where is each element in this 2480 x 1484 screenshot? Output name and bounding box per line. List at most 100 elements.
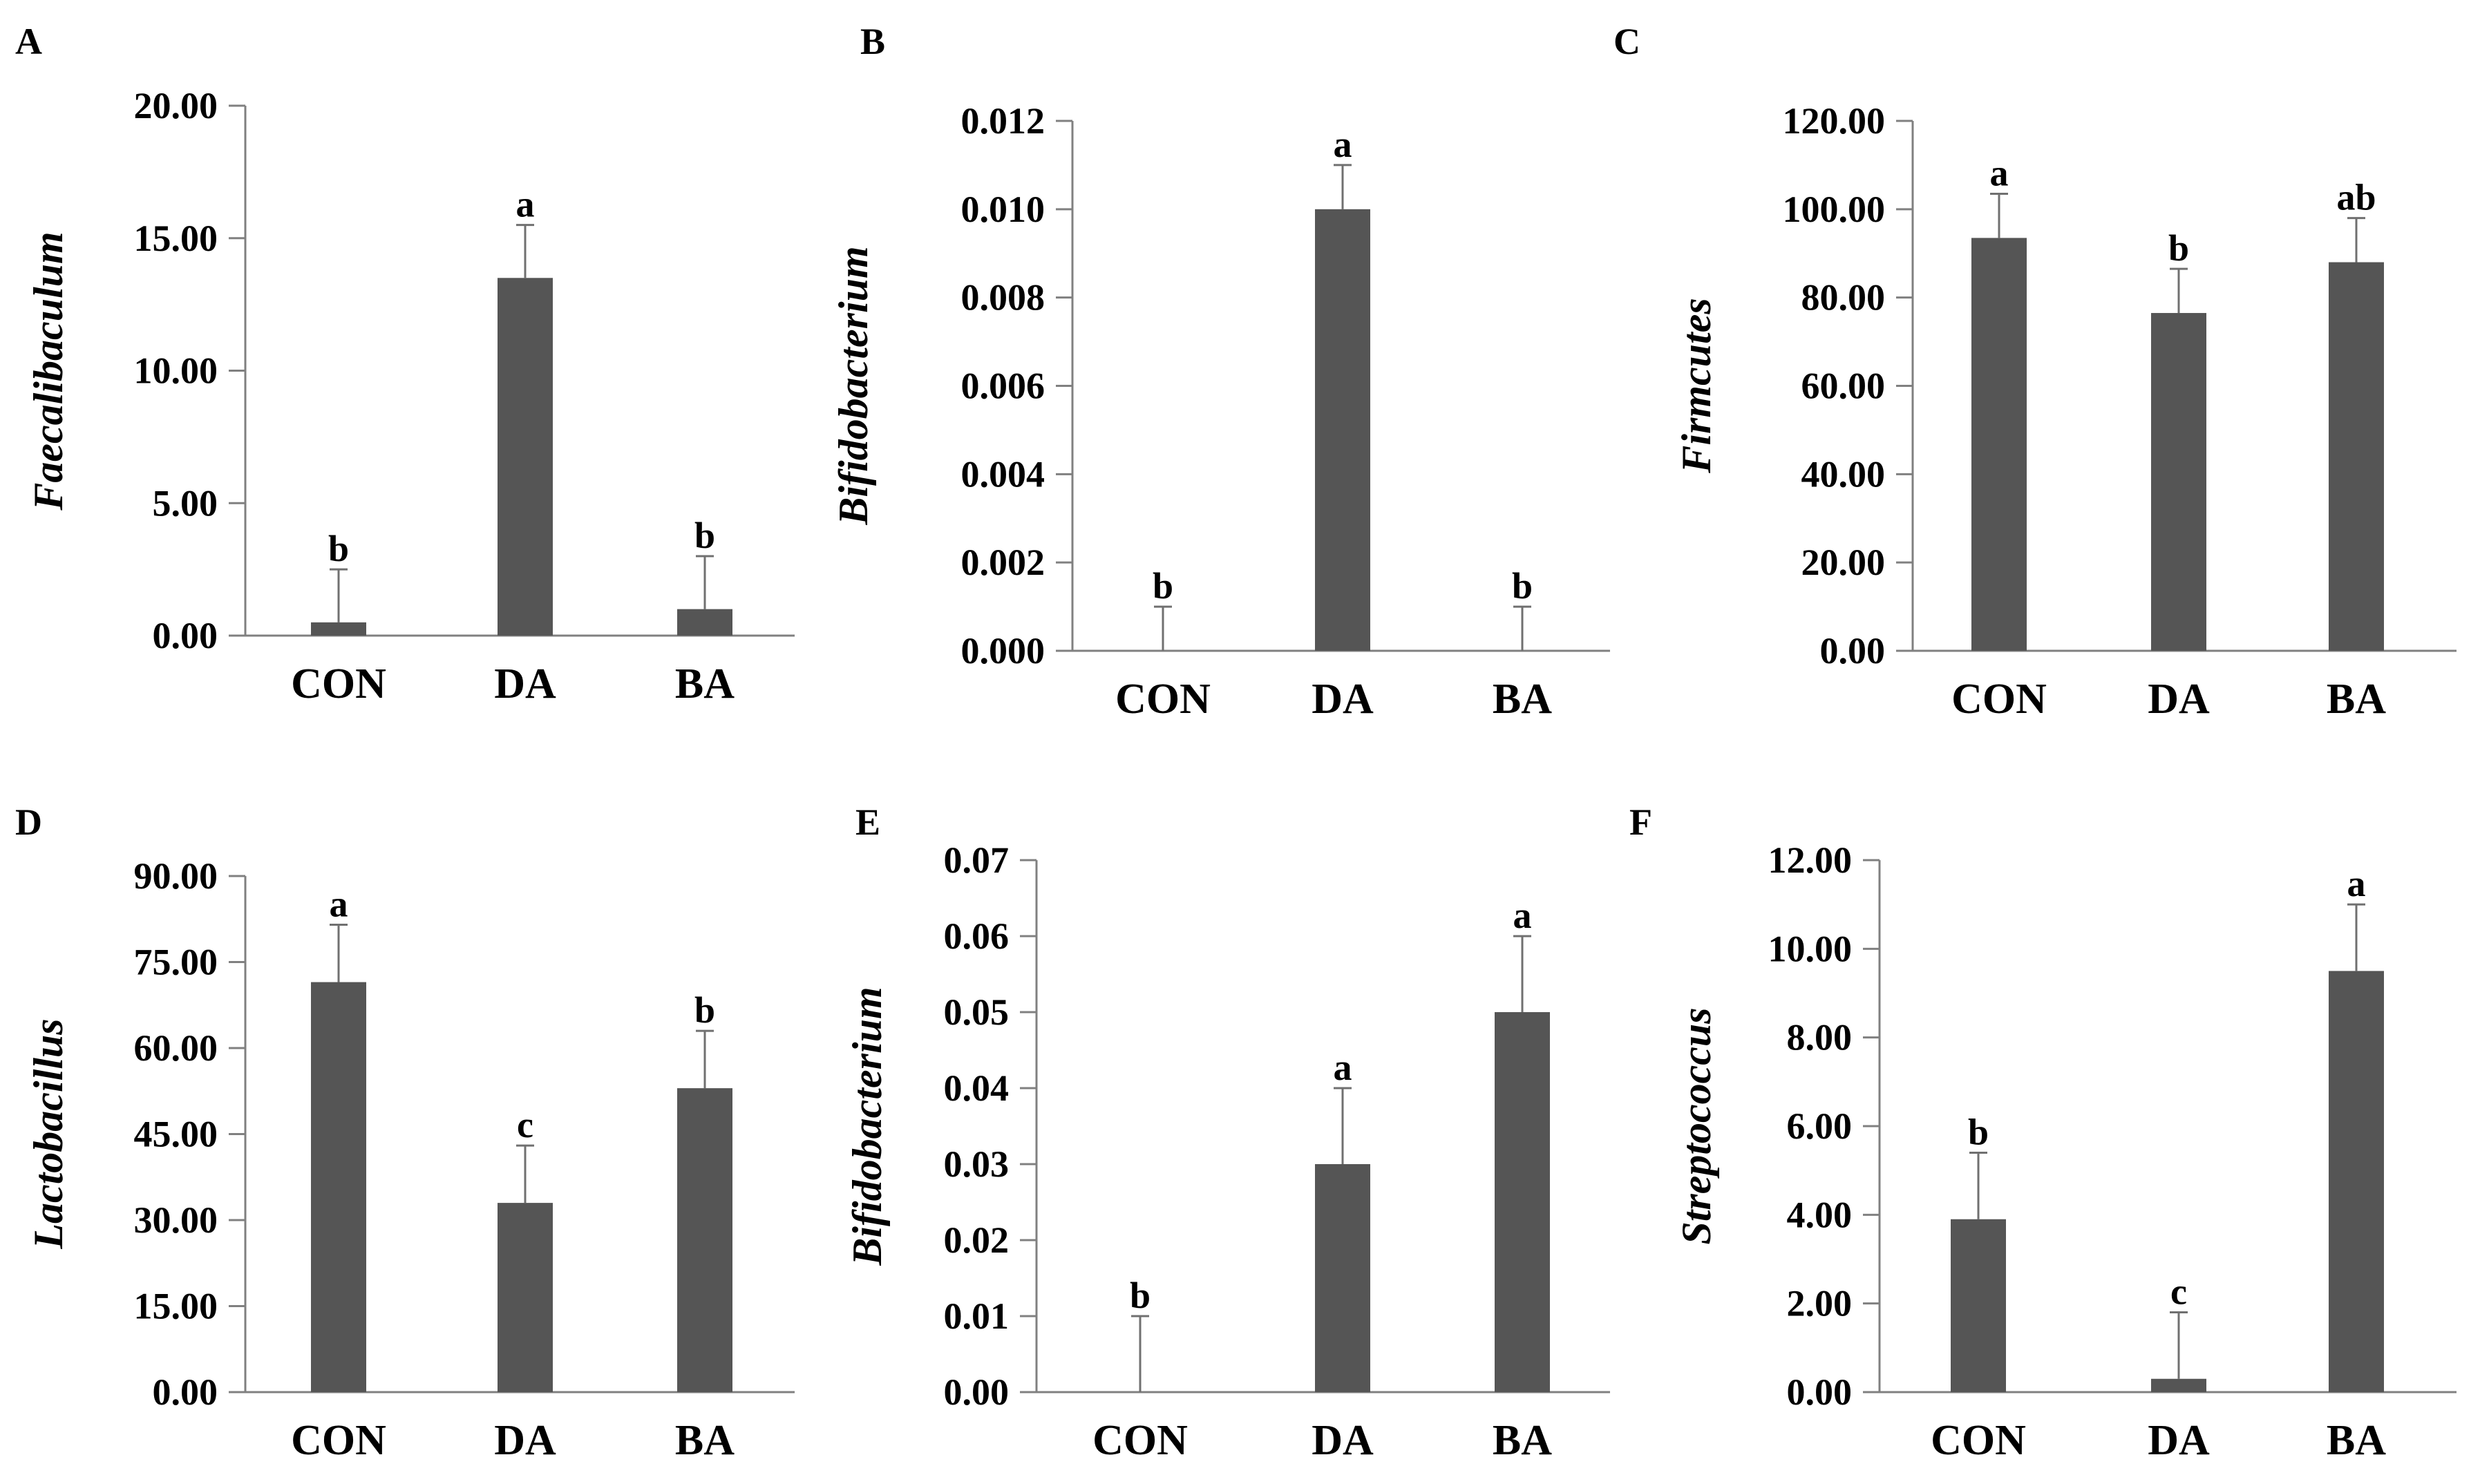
panel-a-ytick-label: 0.00: [153, 615, 218, 656]
panel-e-xtick-label: BA: [1493, 1417, 1552, 1464]
panel-d-bar-ba: [677, 1088, 732, 1392]
panel-a-bar-con: [311, 622, 366, 636]
panel-e-ytick-label: 0.04: [944, 1067, 1010, 1109]
panel-b-ytick-label: 0.004: [961, 453, 1045, 495]
panel-e-ytick-label: 0.02: [944, 1219, 1010, 1261]
panel-a: A Faecalibaculum 0.00 5.00 10.00 15.00 20.00 b C…: [15, 21, 795, 707]
panel-b: B Bifidobacterium 0.000 0.002 0.004 0.006 0.00…: [831, 21, 1610, 723]
panel-f-xtick-label: BA: [2327, 1417, 2386, 1464]
panel-d-sig-da: c: [517, 1104, 533, 1145]
panel-c-bar-con: [1971, 238, 2027, 651]
panel-c-ytick-label: 20.00: [1801, 542, 1886, 583]
panel-b-ytick-label: 0.006: [961, 365, 1045, 407]
panel-e-ytick-label: 0.00: [944, 1371, 1010, 1413]
panel-d-ytick-label: 15.00: [134, 1286, 218, 1327]
panel-b-xtick-label: CON: [1115, 676, 1211, 723]
panel-b-sig-ba: b: [1512, 565, 1533, 607]
panel-b-ytick-label: 0.010: [961, 189, 1045, 230]
panel-a-ytick-label: 10.00: [134, 350, 218, 392]
panel-e-ylabel: Bifidobacterium: [844, 987, 890, 1266]
panel-c-ytick-label: 120.00: [1783, 100, 1886, 142]
panel-f-ytick-label: 4.00: [1787, 1194, 1853, 1235]
panel-d-ytick-label: 45.00: [134, 1114, 218, 1155]
panel-d-xtick-label: CON: [291, 1417, 386, 1464]
panel-a-bar-ba: [677, 609, 732, 636]
panel-d-ytick-label: 60.00: [134, 1027, 218, 1069]
panel-a-xtick-label: CON: [291, 660, 386, 707]
panel-e-bar-ba: [1495, 1012, 1550, 1392]
panel-e-ytick-label: 0.06: [944, 915, 1010, 957]
panel-d-xtick-label: DA: [494, 1417, 556, 1464]
panel-a-sig-ba: b: [694, 515, 715, 556]
panel-e-ytick-label: 0.07: [944, 839, 1010, 881]
panel-f-ytick-label: 12.00: [1768, 839, 1853, 881]
panel-d-bar-con: [311, 982, 366, 1392]
panel-c-letter: C: [1613, 21, 1640, 62]
panel-f-ytick-label: 2.00: [1787, 1283, 1853, 1324]
panel-d-ylabel: Lactobacillus: [26, 1018, 71, 1249]
panel-f-ytick-label: 0.00: [1787, 1371, 1853, 1413]
panel-c-ytick-label: 0.00: [1820, 630, 1886, 672]
panel-b-xtick-label: BA: [1493, 676, 1552, 723]
panel-f-ytick-label: 10.00: [1768, 928, 1853, 969]
panel-b-ytick-label: 0.008: [961, 277, 1045, 318]
panel-e-ytick-label: 0.01: [944, 1295, 1010, 1337]
panel-d-ytick-label: 30.00: [134, 1199, 218, 1241]
panel-b-letter: B: [860, 21, 885, 62]
panel-a-sig-con: b: [328, 528, 349, 569]
panel-b-bar-da: [1315, 209, 1370, 651]
panel-c-sig-con: a: [1990, 152, 2009, 193]
panel-e-sig-ba: a: [1513, 895, 1532, 936]
panel-b-xtick-label: DA: [1312, 676, 1374, 723]
panel-a-ylabel: Faecalibaculum: [26, 231, 71, 511]
panel-f-letter: F: [1629, 801, 1652, 843]
panel-c-sig-ba: ab: [2336, 177, 2376, 218]
panel-c-ylabel: Firmcutes: [1674, 298, 1719, 473]
panel-e-sig-con: b: [1130, 1275, 1151, 1316]
panel-f-bar-da: [2151, 1378, 2206, 1392]
panel-d-sig-con: a: [330, 884, 348, 925]
panel-c-xtick-label: CON: [1951, 676, 2047, 723]
panel-d-ytick-label: 0.00: [153, 1371, 218, 1413]
panel-e-sig-da: a: [1334, 1047, 1352, 1088]
panel-c-xtick-label: BA: [2327, 676, 2386, 723]
panel-c-ytick-label: 80.00: [1801, 277, 1886, 318]
panel-a-ytick-label: 20.00: [134, 85, 218, 126]
panel-f-xtick-label: DA: [2148, 1417, 2210, 1464]
panel-e-xtick-label: CON: [1092, 1417, 1188, 1464]
panel-c-xtick-label: DA: [2148, 676, 2210, 723]
panel-f-ytick-label: 6.00: [1787, 1105, 1853, 1147]
panel-f-xtick-label: CON: [1931, 1417, 2026, 1464]
panel-f-sig-ba: a: [2347, 863, 2366, 904]
panel-b-ytick-label: 0.002: [961, 542, 1045, 583]
panel-f-sig-da: c: [2170, 1271, 2187, 1313]
panel-a-letter: A: [15, 21, 42, 62]
panel-c-ytick-label: 60.00: [1801, 365, 1886, 407]
panel-c-bar-ba: [2329, 262, 2384, 651]
panel-c-bar-da: [2151, 313, 2206, 651]
panel-e: E Bifidobacterium 0.00 0.01 0.02 0.03 0.04 0.05…: [844, 801, 1610, 1464]
panel-f-bar-ba: [2329, 971, 2384, 1392]
panel-e-letter: E: [855, 801, 880, 843]
panel-f-ytick-label: 8.00: [1787, 1017, 1853, 1058]
panel-a-xtick-label: BA: [675, 660, 735, 707]
panel-b-sig-da: a: [1334, 124, 1352, 165]
panel-e-ytick-label: 0.05: [944, 991, 1010, 1033]
panel-f-bar-con: [1951, 1219, 2006, 1392]
panel-a-xtick-label: DA: [494, 660, 556, 707]
panel-a-sig-da: a: [516, 184, 535, 225]
panel-b-ytick-label: 0.000: [961, 630, 1045, 672]
panel-d-sig-ba: b: [694, 989, 715, 1031]
panel-c: C Firmcutes 0.00 20.00 40.00 60.00 80.00 100.00…: [1613, 21, 2457, 723]
panel-d: D Lactobacillus 0.00 15.00 30.00 45.00 60.00 75…: [15, 801, 795, 1464]
panel-c-ytick-label: 40.00: [1801, 453, 1886, 495]
panel-e-xtick-label: DA: [1312, 1417, 1374, 1464]
panel-b-ylabel: Bifidobacterium: [831, 246, 876, 525]
panel-e-bar-da: [1315, 1164, 1370, 1392]
panel-f: F Streptococcus 0.00 2.00 4.00 6.00 8.00 10.00 1…: [1629, 801, 2457, 1464]
panel-b-ytick-label: 0.012: [961, 100, 1045, 142]
panel-c-ytick-label: 100.00: [1783, 189, 1886, 230]
panel-c-sig-da: b: [2168, 227, 2189, 269]
panel-d-letter: D: [15, 801, 42, 843]
